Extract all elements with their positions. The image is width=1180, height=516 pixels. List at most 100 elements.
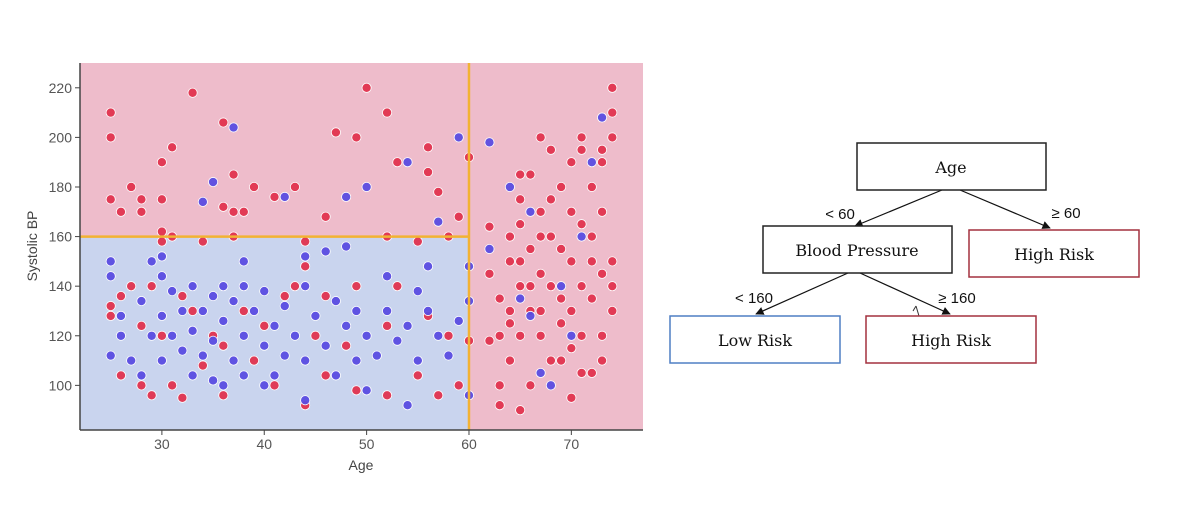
data-point xyxy=(535,305,546,316)
decision-regions xyxy=(80,63,643,430)
data-point xyxy=(504,355,515,366)
data-point xyxy=(392,157,403,168)
data-point xyxy=(177,345,188,356)
data-point xyxy=(249,305,260,316)
data-point xyxy=(361,82,372,93)
data-point xyxy=(300,236,311,247)
data-point xyxy=(402,320,413,331)
y-tick-label: 120 xyxy=(49,328,73,344)
edge-age-to-high-risk xyxy=(959,189,1051,229)
data-point xyxy=(566,392,577,403)
data-point xyxy=(515,281,526,292)
data-point xyxy=(269,320,280,331)
data-point xyxy=(453,132,464,143)
data-point xyxy=(249,355,260,366)
data-point xyxy=(556,181,567,192)
data-point xyxy=(576,231,587,242)
data-point xyxy=(218,201,229,212)
leaf-high-risk-bp: High Risk xyxy=(865,315,1037,364)
data-point xyxy=(484,268,495,279)
data-point xyxy=(156,251,167,262)
data-point xyxy=(187,87,198,98)
data-point xyxy=(330,370,341,381)
data-point xyxy=(504,181,515,192)
data-point xyxy=(423,167,434,178)
x-ticks: 30 40 50 60 70 xyxy=(154,430,579,452)
data-point xyxy=(576,281,587,292)
data-point xyxy=(525,310,536,321)
data-point xyxy=(197,196,208,207)
data-point xyxy=(351,132,362,143)
data-point xyxy=(586,181,597,192)
data-point xyxy=(320,246,331,257)
data-point xyxy=(187,370,198,381)
data-point xyxy=(504,305,515,316)
data-point xyxy=(494,293,505,304)
data-point xyxy=(279,350,290,361)
data-point xyxy=(545,380,556,391)
data-point xyxy=(361,330,372,341)
data-point xyxy=(218,281,229,292)
data-point xyxy=(597,355,608,366)
data-point xyxy=(515,330,526,341)
y-tick-label: 220 xyxy=(49,80,73,96)
data-point xyxy=(607,107,618,118)
data-point xyxy=(341,241,352,252)
data-point xyxy=(249,181,260,192)
data-point xyxy=(566,343,577,354)
data-point xyxy=(187,325,198,336)
data-point xyxy=(208,375,219,386)
data-point xyxy=(494,380,505,391)
data-point xyxy=(289,330,300,341)
data-point xyxy=(484,221,495,232)
data-point xyxy=(136,380,147,391)
data-point xyxy=(269,370,280,381)
data-point xyxy=(545,144,556,155)
data-point xyxy=(136,194,147,205)
node-age: Age xyxy=(856,142,1047,191)
data-point xyxy=(167,330,178,341)
data-point xyxy=(136,296,147,307)
data-point xyxy=(351,355,362,366)
data-point xyxy=(504,256,515,267)
data-point xyxy=(453,211,464,222)
data-point xyxy=(228,355,239,366)
data-point xyxy=(105,107,116,118)
data-point xyxy=(597,206,608,217)
data-point xyxy=(218,390,229,401)
data-point xyxy=(586,157,597,168)
data-point xyxy=(115,206,126,217)
data-point xyxy=(607,82,618,93)
data-point xyxy=(525,243,536,254)
data-point xyxy=(545,231,556,242)
data-point xyxy=(525,380,536,391)
data-point xyxy=(126,281,137,292)
data-point xyxy=(392,335,403,346)
data-point xyxy=(433,186,444,197)
node-blood-pressure-label: Blood Pressure xyxy=(795,241,918,260)
data-point xyxy=(515,405,526,416)
edge-bp-to-low-risk xyxy=(755,272,849,315)
data-point xyxy=(105,194,116,205)
data-point xyxy=(320,291,331,302)
data-point xyxy=(279,301,290,312)
data-point xyxy=(586,231,597,242)
data-point xyxy=(156,157,167,168)
data-point xyxy=(228,122,239,133)
data-point xyxy=(402,157,413,168)
data-point xyxy=(167,286,178,297)
data-point xyxy=(576,367,587,378)
data-point xyxy=(566,206,577,217)
decision-tree: < 60 ≥ 60 < 160 ≥ 160 Age Blood Pressure… xyxy=(669,142,1140,364)
data-point xyxy=(218,340,229,351)
data-point xyxy=(535,132,546,143)
data-point xyxy=(300,251,311,262)
x-tick-label: 40 xyxy=(256,436,272,452)
data-point xyxy=(187,281,198,292)
edge-label-bp-ge-160: ≥ 160 xyxy=(938,290,975,307)
data-point xyxy=(197,305,208,316)
data-point xyxy=(238,370,249,381)
data-point xyxy=(433,330,444,341)
data-point xyxy=(310,310,321,321)
